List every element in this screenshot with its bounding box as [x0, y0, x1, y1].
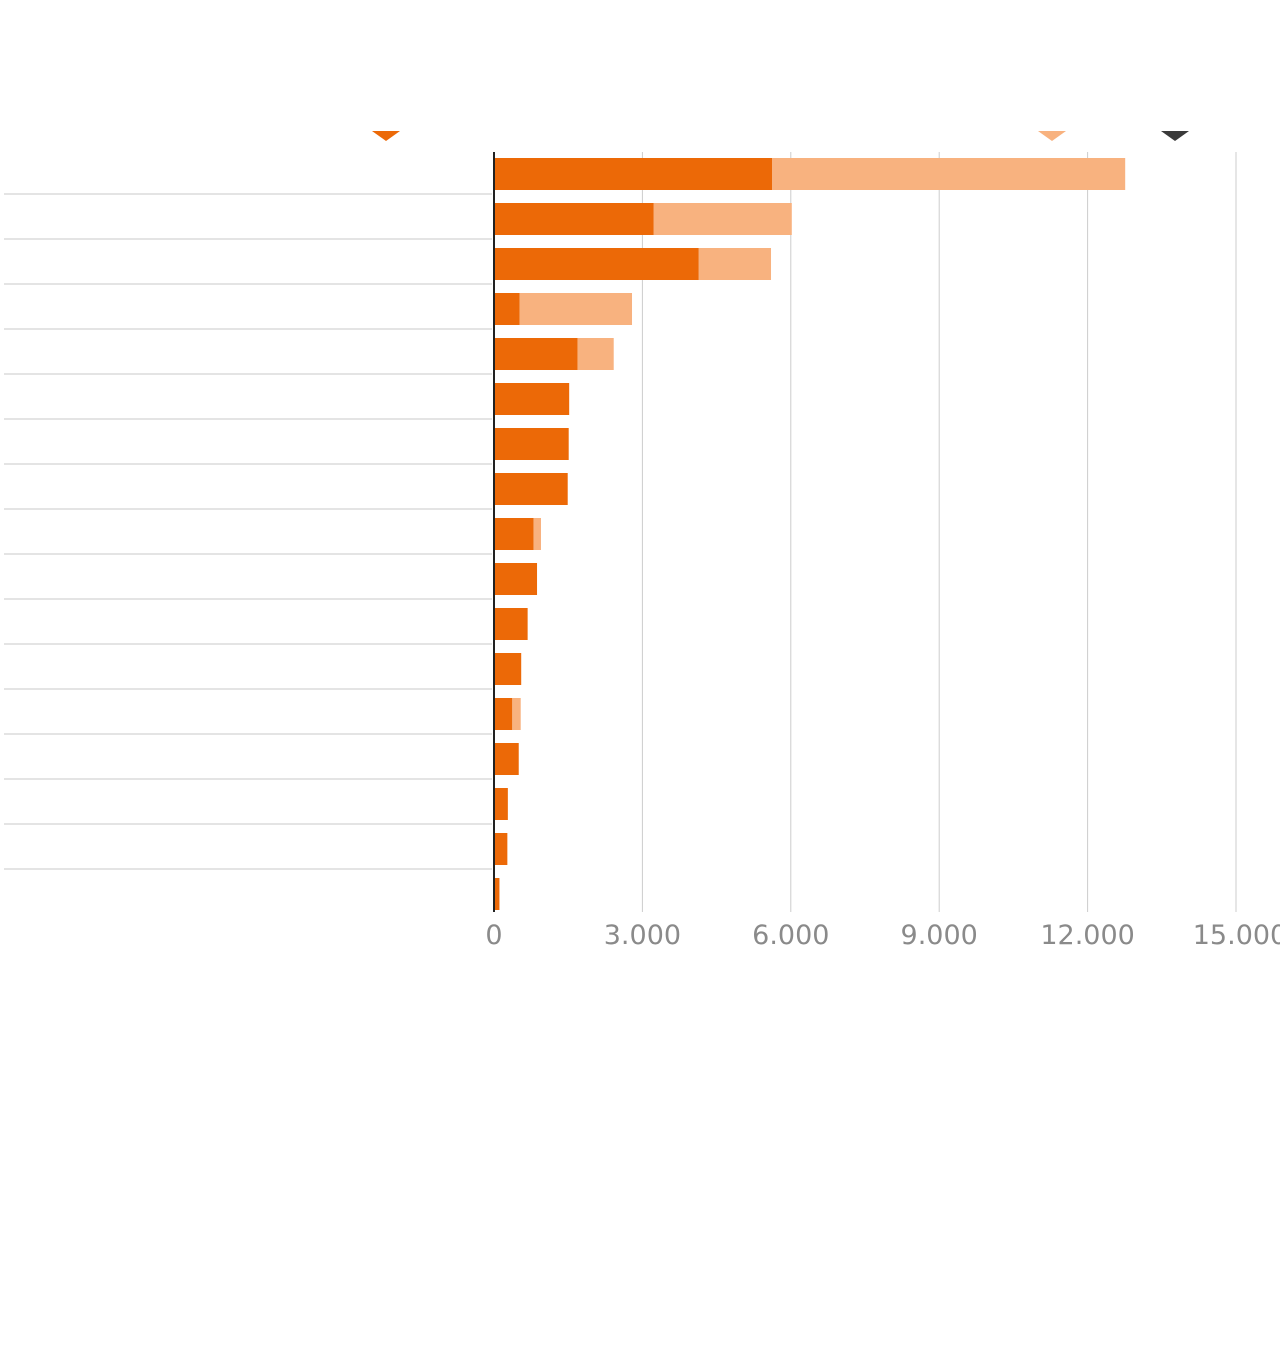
x-tick-labels: 0 3.000 6.000 9.000 12.000 15.000	[485, 920, 1280, 951]
bar-series-2-row-5	[577, 338, 614, 370]
marker-triangle-2	[1038, 131, 1066, 141]
x-tick-label: 6.000	[752, 920, 829, 951]
bar-series-1-row-8	[494, 473, 568, 505]
bar-series-1-row-12	[494, 653, 522, 685]
bar-series-1-row-14	[494, 743, 519, 775]
marker-triangle-1	[372, 131, 400, 141]
bar-series-1-row-13	[494, 698, 513, 730]
x-tick-label: 3.000	[604, 920, 681, 951]
row-separators	[4, 193, 492, 870]
legend-markers	[372, 131, 1189, 141]
x-tick-label: 0	[485, 920, 502, 951]
bar-series-2-row-13	[512, 698, 521, 730]
bar-series-1-row-9	[494, 518, 534, 550]
bar-series-1-row-1	[494, 158, 773, 190]
x-tick-label: 12.000	[1040, 920, 1134, 951]
bar-series-1-row-15	[494, 788, 508, 820]
bar-series-1-row-7	[494, 428, 569, 460]
marker-triangle-3	[1161, 131, 1189, 141]
x-tick-label: 9.000	[901, 920, 978, 951]
bar-series-1-row-16	[494, 833, 508, 865]
bar-series-2-row-1	[772, 158, 1126, 190]
bar-series-2-row-4	[519, 293, 633, 325]
bar-series-1-row-2	[494, 203, 654, 235]
bar-series-1-row-6	[494, 383, 570, 415]
bar-series-1-row-17	[494, 878, 500, 910]
bar-series-2-row-2	[653, 203, 792, 235]
x-tick-label: 15.000	[1193, 920, 1280, 951]
bar-series-1-row-5	[494, 338, 578, 370]
bar-series-2-row-3	[698, 248, 772, 280]
bar-series-1-row-3	[494, 248, 699, 280]
bar-series-1-row-10	[494, 563, 538, 595]
bar-series-1-row-11	[494, 608, 528, 640]
bar-series-2-row-9	[533, 518, 541, 550]
bar-series-1-row-4	[494, 293, 520, 325]
bars	[494, 158, 1126, 910]
